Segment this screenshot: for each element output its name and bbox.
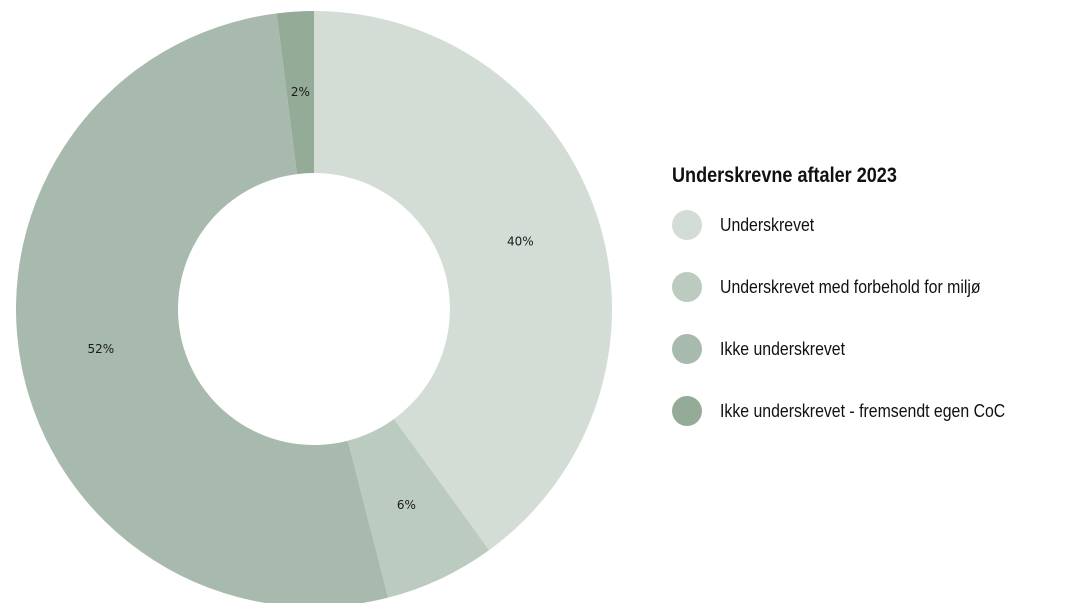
slice-ikke-underskrevet-fremsendt-egen-coc [276,11,314,175]
legend-swatch [672,396,702,426]
legend-swatch [672,334,702,364]
slice-underskrevet-med-forbehold-for-miljo [347,419,490,598]
legend-swatch [672,272,702,302]
legend-swatch [672,210,702,240]
donut-slice-labels: 40% 6% 52% 2% [88,85,534,512]
legend-label: Ikke underskrevet - fremsendt egen CoC [720,400,1006,421]
slice-label-underskrevet: 40% [507,234,534,248]
legend-item-underskrevet-med-forbehold-for-miljo: Underskrevet med forbehold for miljø [672,272,1077,302]
legend-label: Ikke underskrevet [720,338,846,359]
slice-label-underskrevet-med-forbehold-for-miljo: 6% [397,498,416,512]
legend-items: Underskrevet Underskrevet med forbehold f… [672,210,1077,426]
legend-item-ikke-underskrevet-fremsendt-egen-coc: Ikke underskrevet - fremsendt egen CoC [672,396,1077,426]
slice-ikke-underskrevet [16,13,389,603]
slice-label-ikke-underskrevet: 52% [88,342,115,356]
donut-chart: 40% 6% 52% 2% [16,11,612,603]
legend-label: Underskrevet [720,214,815,235]
legend-item-ikke-underskrevet: Ikke underskrevet [672,334,1077,364]
slice-underskrevet [314,11,612,551]
legend-label: Underskrevet med forbehold for miljø [720,276,981,297]
legend-item-underskrevet: Underskrevet [672,210,1077,240]
slice-label-ikke-underskrevet-fremsendt-egen-coc: 2% [291,85,310,99]
chart-title: Underskrevne aftaler 2023 [672,164,897,187]
donut-slices [16,11,612,603]
legend: Underskrevne aftaler 2023 Underskrevet Un… [672,164,1077,458]
